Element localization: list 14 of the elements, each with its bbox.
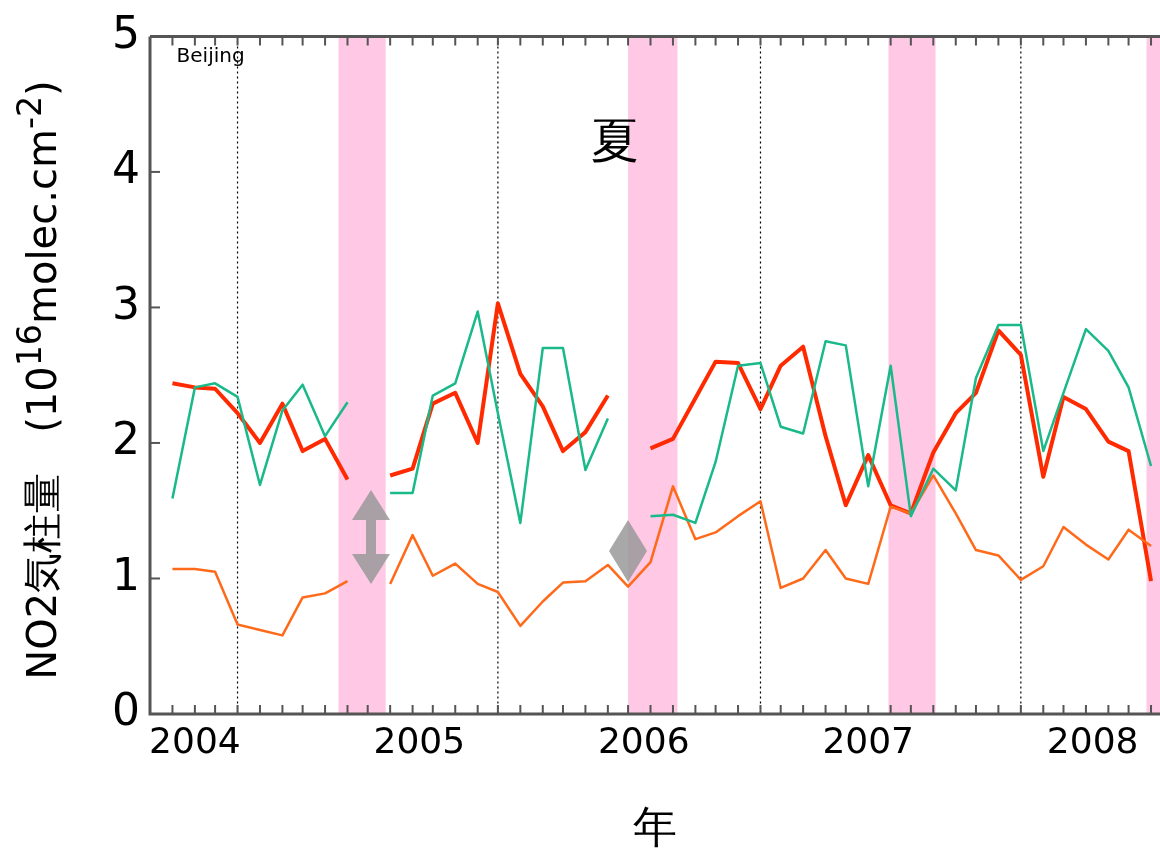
x-tick-label: 2004 [149,719,241,761]
annotation: Beijing [176,42,245,67]
y-tick-label: 3 [112,277,140,329]
y-tick-label: 0 [112,684,140,736]
y-tick-label: 4 [112,142,140,194]
y-tick-label: 5 [112,6,140,58]
x-tick-label: 2005 [373,719,466,761]
x-tick-label: 2007 [822,719,915,761]
x-axis-title: 年 [633,801,677,853]
x-tick-label: 2008 [1046,719,1139,761]
y-tick-label: 1 [112,548,140,600]
y-tick-label: 2 [112,413,140,465]
x-tick-label: 2006 [597,719,690,761]
annotation: 夏 [590,112,639,169]
